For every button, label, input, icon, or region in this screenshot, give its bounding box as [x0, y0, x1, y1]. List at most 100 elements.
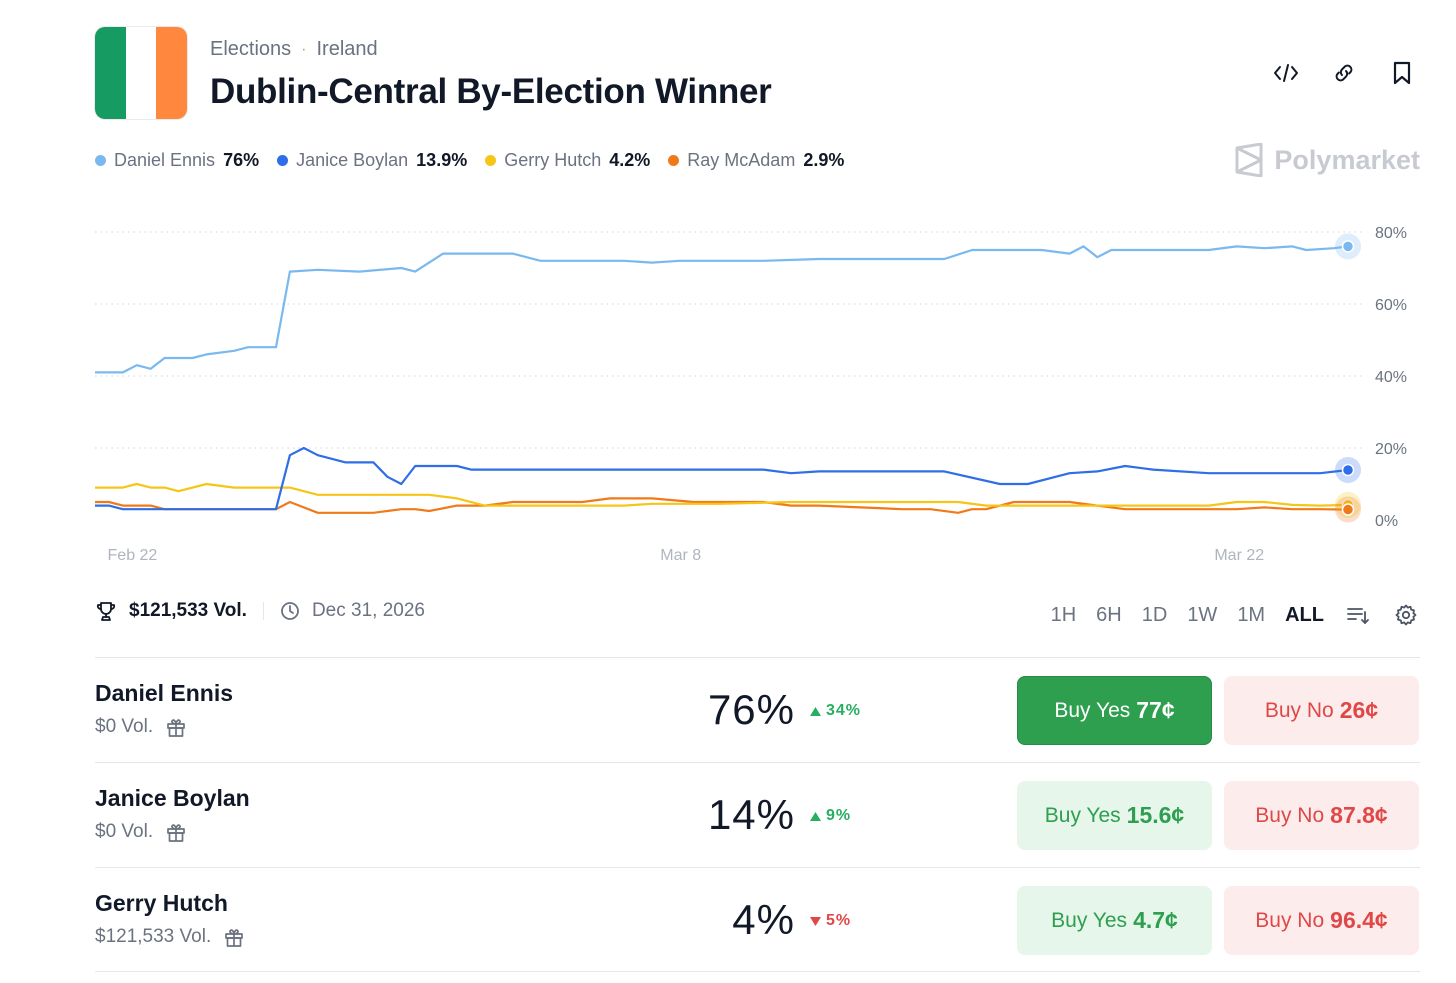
- series-line: [95, 482, 1349, 507]
- outcome-volume-text: $121,533 Vol.: [95, 926, 212, 947]
- legend-name: Daniel Ennis: [114, 150, 216, 170]
- triangle-up-icon: [810, 811, 821, 821]
- legend-item: Ray McAdam 2.9%: [668, 150, 844, 171]
- buy-yes-label: Buy Yes: [1051, 908, 1128, 932]
- legend-dot: [668, 155, 680, 166]
- end-date: Dec 31, 2026: [311, 600, 425, 621]
- buy-yes-button[interactable]: Buy Yes 4.7¢: [1017, 886, 1212, 955]
- gift-icon[interactable]: [223, 926, 245, 948]
- legend-value: 76%: [223, 150, 260, 170]
- flag-orange-band: [156, 27, 187, 119]
- page-title: Dublin-Central By-Election Winner: [210, 72, 772, 111]
- top-actions: [1272, 56, 1416, 90]
- outcome-change-value: 5%: [826, 912, 852, 929]
- legend-name: Janice Boylan: [296, 150, 409, 170]
- code-icon[interactable]: [1272, 56, 1300, 90]
- breadcrumb-separator: ·: [301, 40, 307, 58]
- outcome-row[interactable]: Daniel Ennis $0 Vol. 76% 34% Buy Yes 77¢…: [95, 657, 1420, 762]
- gift-icon[interactable]: [165, 821, 187, 843]
- outcome-change-value: 34%: [826, 702, 862, 719]
- buy-no-button[interactable]: Buy No 87.8¢: [1224, 781, 1419, 850]
- x-tick-label: Mar 22: [1214, 547, 1264, 564]
- polymarket-logo: Polymarket: [1234, 143, 1420, 177]
- buy-yes-button[interactable]: Buy Yes 15.6¢: [1017, 781, 1212, 850]
- outcome-volume: $0 Vol.: [95, 716, 187, 738]
- sort-lines-icon[interactable]: [1344, 598, 1372, 632]
- outcome-volume-text: $0 Vol.: [95, 821, 154, 842]
- legend-name: Gerry Hutch: [504, 150, 602, 170]
- series-line: [95, 245, 1349, 374]
- legend-dot: [277, 155, 289, 166]
- clock-icon: [281, 602, 299, 620]
- buy-yes-button[interactable]: Buy Yes 77¢: [1017, 676, 1212, 745]
- range-1h[interactable]: 1H: [1050, 603, 1077, 626]
- range-1d[interactable]: 1D: [1141, 603, 1168, 626]
- y-tick-label: 20%: [1375, 441, 1407, 458]
- link-icon[interactable]: [1330, 56, 1358, 90]
- series-end-marker: [1341, 240, 1355, 253]
- outcome-change: 34%: [810, 702, 861, 720]
- buy-no-label: Buy No: [1255, 803, 1325, 827]
- outcome-row[interactable]: Janice Boylan $0 Vol. 14% 9% Buy Yes 15.…: [95, 762, 1420, 867]
- gift-icon[interactable]: [165, 716, 187, 738]
- range-1w[interactable]: 1W: [1187, 603, 1218, 626]
- outcome-probability: 14%: [707, 791, 795, 838]
- legend-value: 13.9%: [416, 150, 468, 170]
- range-6h[interactable]: 6H: [1096, 603, 1122, 626]
- buy-yes-label: Buy Yes: [1054, 698, 1131, 722]
- buy-yes-label: Buy Yes: [1044, 803, 1121, 827]
- outcome-change: 9%: [810, 807, 851, 825]
- buy-no-button[interactable]: Buy No 26¢: [1224, 676, 1419, 745]
- market-meta: $121,533 Vol. Dec 31, 2026: [95, 600, 425, 622]
- flag-white-band: [125, 27, 157, 119]
- outcomes-list: Daniel Ennis $0 Vol. 76% 34% Buy Yes 77¢…: [95, 657, 1420, 972]
- outcome-name: Janice Boylan: [95, 785, 250, 811]
- gear-icon[interactable]: [1392, 598, 1420, 632]
- series-end-marker: [1341, 503, 1355, 516]
- time-range-selector: 1H 6H 1D 1W 1M ALL: [1051, 598, 1420, 632]
- legend-value: 2.9%: [803, 150, 845, 170]
- outcome-change-value: 9%: [826, 807, 852, 824]
- x-tick-label: Mar 8: [660, 547, 701, 564]
- outcome-probability: 4%: [732, 896, 795, 943]
- chart-legend: Daniel Ennis 76% Janice Boylan 13.9% Ger…: [95, 150, 844, 171]
- flag-green-band: [95, 27, 126, 119]
- x-tick-label: Feb 22: [108, 547, 158, 564]
- breadcrumb-category[interactable]: Elections: [210, 38, 292, 60]
- outcome-name: Gerry Hutch: [95, 890, 228, 916]
- outcome-name: Daniel Ennis: [95, 680, 234, 706]
- outcome-probability: 76%: [707, 686, 795, 733]
- polymarket-logo-icon: [1235, 143, 1263, 177]
- total-volume: $121,533 Vol.: [129, 600, 247, 621]
- buy-yes-price: 77¢: [1136, 697, 1175, 723]
- range-1m[interactable]: 1M: [1237, 603, 1266, 626]
- trophy-icon: [96, 602, 116, 621]
- range-all[interactable]: ALL: [1285, 603, 1324, 626]
- buy-no-price: 96.4¢: [1330, 907, 1388, 933]
- legend-name: Ray McAdam: [687, 150, 796, 170]
- legend-item: Janice Boylan 13.9%: [277, 150, 467, 171]
- buy-no-price: 26¢: [1339, 697, 1379, 723]
- buy-yes-price: 4.7¢: [1133, 907, 1178, 933]
- breadcrumb: Elections · Ireland: [210, 38, 378, 61]
- legend-dot: [485, 155, 497, 166]
- buy-no-label: Buy No: [1255, 908, 1325, 932]
- bookmark-icon[interactable]: [1388, 56, 1416, 90]
- y-tick-label: 40%: [1375, 369, 1407, 386]
- buy-no-price: 87.8¢: [1330, 802, 1388, 828]
- buy-no-button[interactable]: Buy No 96.4¢: [1224, 886, 1419, 955]
- market-flag-image: [95, 27, 187, 119]
- series-end-marker: [1341, 463, 1355, 477]
- buy-no-label: Buy No: [1264, 698, 1334, 722]
- meta-divider: [262, 602, 264, 620]
- legend-value: 4.2%: [609, 150, 651, 170]
- y-tick-label: 0%: [1375, 513, 1398, 530]
- outcome-row[interactable]: Gerry Hutch $121,533 Vol. 4% 5% Buy Yes …: [95, 867, 1420, 972]
- outcome-volume: $121,533 Vol.: [95, 926, 245, 948]
- y-tick-label: 80%: [1375, 225, 1407, 242]
- price-history-chart[interactable]: 80% 60% 40% 20% 0% Feb 22 Mar 8 Mar 22: [0, 190, 1456, 580]
- breadcrumb-region[interactable]: Ireland: [316, 38, 378, 60]
- series-line: [95, 497, 1349, 514]
- legend-dot: [95, 155, 106, 166]
- series-line: [95, 446, 1349, 511]
